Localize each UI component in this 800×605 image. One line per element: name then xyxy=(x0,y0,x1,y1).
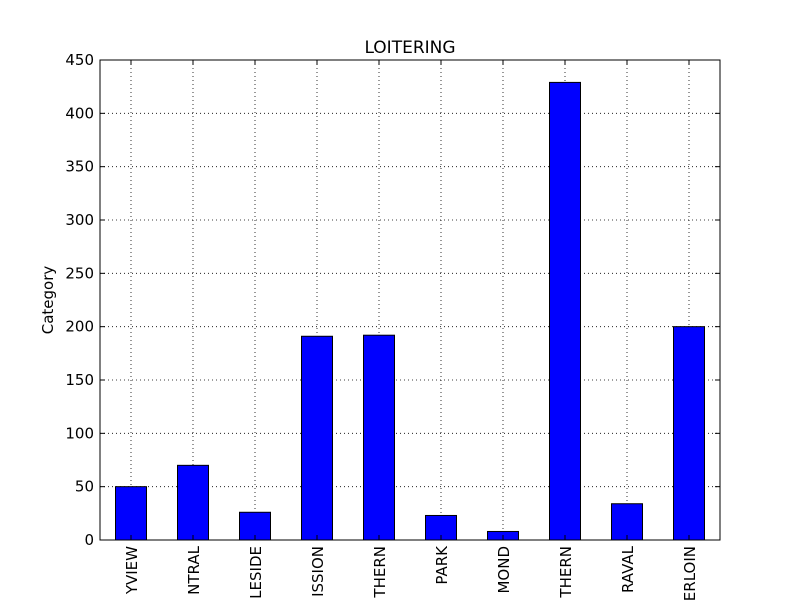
x-tick-labels: YVIEW NTRAL LESIDE ISSION THERN PARK MOND THERN… xyxy=(123,545,699,601)
x-tick-label: PARK xyxy=(433,545,451,585)
y-tick-label: 400 xyxy=(65,104,94,122)
x-tick-label: YVIEW xyxy=(123,546,141,595)
bar-series xyxy=(115,81,705,541)
bar-mission xyxy=(301,335,333,541)
x-tick-label: THERN xyxy=(371,546,389,599)
y-tick-label: 200 xyxy=(65,318,94,336)
axis-ticks xyxy=(100,59,720,541)
bar-central xyxy=(177,464,209,541)
x-tick-label: LESIDE xyxy=(247,546,265,599)
x-tick-label: ERLOIN xyxy=(681,546,699,600)
y-tick-label: 450 xyxy=(65,51,94,69)
y-axis-label: Category xyxy=(39,266,57,335)
x-tick-label: MOND xyxy=(495,546,513,594)
chart-title: LOITERING xyxy=(364,38,455,58)
bar-southern xyxy=(549,81,581,541)
bar-bayview xyxy=(115,486,147,541)
y-tick-label: 100 xyxy=(65,424,94,442)
y-tick-label: 50 xyxy=(75,478,94,496)
y-tick-label: 150 xyxy=(65,371,94,389)
x-tick-label: THERN xyxy=(557,546,575,599)
plot-frame xyxy=(99,59,721,541)
x-tick-label: RAVAL xyxy=(619,545,637,593)
bar-northern xyxy=(363,334,395,541)
bar-tenderloin xyxy=(673,326,705,541)
y-tick-label: 350 xyxy=(65,158,94,176)
x-tick-label: ISSION xyxy=(309,546,327,597)
y-tick-label: 0 xyxy=(84,531,94,549)
x-tick-label: NTRAL xyxy=(185,545,203,594)
bar-taraval xyxy=(611,503,643,541)
y-tick-label: 250 xyxy=(65,264,94,282)
y-tick-labels: 0 50 100 150 200 250 300 350 400 450 xyxy=(65,51,94,549)
y-tick-label: 300 xyxy=(65,211,94,229)
